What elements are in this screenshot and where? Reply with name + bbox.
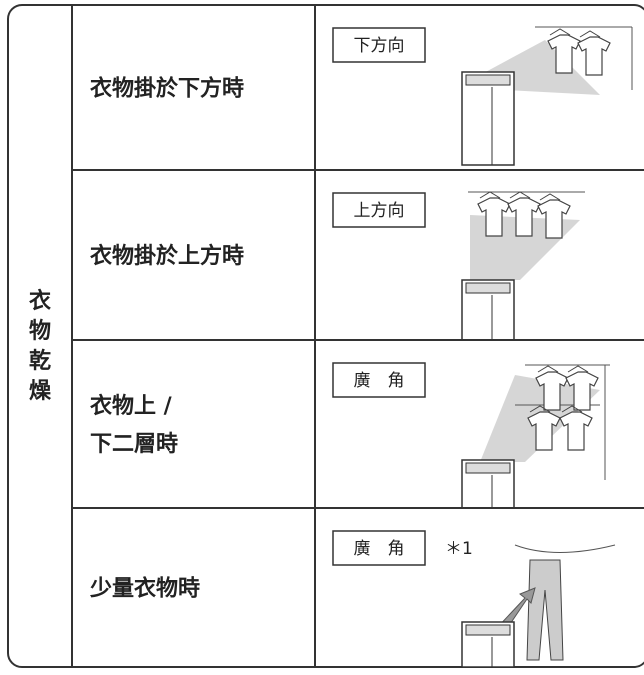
- shirt: [547, 34, 581, 74]
- mode-box: [332, 27, 426, 63]
- mode-box: [332, 362, 426, 398]
- table-row: 衣物上 / 下二層時 廣 角: [72, 339, 644, 509]
- hanger: [529, 405, 551, 413]
- table-row: 衣物掛於下方時 下方向: [90, 26, 633, 166]
- dehumidifier-panel: [465, 624, 511, 636]
- dehumidifier-panel: [465, 74, 511, 86]
- dehumidifier: [461, 71, 515, 166]
- shirt: [535, 371, 569, 411]
- shirt: [559, 411, 593, 451]
- shirt: [527, 411, 561, 451]
- table-row: 衣物掛於上方時 上方向: [72, 169, 644, 341]
- condition-text: 少量衣物時: [89, 576, 200, 602]
- hanger: [579, 30, 601, 38]
- line-rope: [514, 544, 616, 553]
- mode-text: 下方向: [354, 36, 405, 56]
- condition-text: 衣物上 /: [90, 393, 173, 419]
- shirt: [507, 197, 541, 237]
- shirt: [565, 371, 599, 411]
- hanger: [537, 365, 559, 373]
- dehumidifier-panel: [465, 282, 511, 294]
- hanger: [561, 405, 583, 413]
- hanger: [567, 365, 589, 373]
- pants: [526, 559, 564, 661]
- hanger: [539, 193, 561, 201]
- note-text: ＊1: [445, 539, 473, 559]
- mode-text: 廣 角: [354, 371, 405, 391]
- shirt: [477, 197, 511, 237]
- condition-text: 衣物掛於上方時: [90, 243, 244, 269]
- outer-border: [7, 4, 644, 668]
- condition-text: 下二層時: [90, 432, 178, 457]
- dehumidifier-panel: [465, 462, 511, 474]
- shirt: [577, 36, 611, 76]
- hanger: [479, 191, 501, 199]
- category-text: 衣物乾燥: [29, 288, 52, 404]
- category-label: 衣物乾燥: [29, 288, 52, 404]
- condition-text: 衣物掛於下方時: [90, 76, 244, 102]
- mode-box: [332, 192, 426, 228]
- table-row: 少量衣物時 廣 角 ＊1: [72, 507, 644, 668]
- shirt: [537, 199, 571, 239]
- mode-text: 廣 角: [354, 539, 405, 559]
- mode-box: [332, 530, 426, 566]
- hanger: [549, 28, 571, 36]
- mode-text: 上方向: [354, 201, 405, 221]
- hanger: [509, 191, 531, 199]
